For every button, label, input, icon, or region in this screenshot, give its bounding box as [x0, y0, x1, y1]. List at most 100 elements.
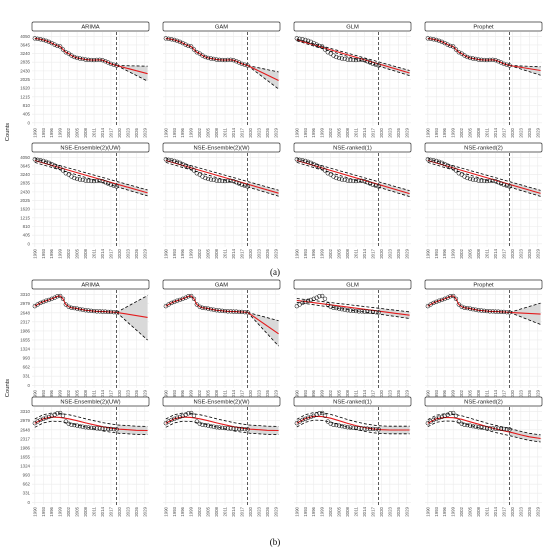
observed-point	[317, 294, 322, 299]
observed-point	[63, 171, 68, 176]
x-tick-label: 1996	[442, 248, 447, 258]
observed-point	[197, 421, 202, 426]
observed-point	[303, 299, 308, 304]
forecast-line	[247, 311, 279, 335]
y-tick-label: 1655	[20, 454, 30, 459]
x-tick-label: 2011	[485, 248, 490, 258]
x-tick-label: 1999	[189, 389, 194, 399]
observed-point	[339, 424, 345, 429]
x-tick-label: 2020	[248, 389, 253, 399]
observed-point	[205, 306, 211, 311]
observed-point	[373, 183, 378, 188]
observed-point	[200, 305, 205, 310]
observed-point	[225, 57, 230, 63]
observed-point	[166, 157, 171, 162]
observed-point	[428, 157, 433, 162]
observed-point	[94, 309, 99, 314]
x-tick-label: 2020	[117, 248, 122, 258]
observed-point	[436, 159, 442, 164]
observed-point	[74, 423, 80, 428]
observed-point	[180, 413, 185, 418]
observed-point	[89, 308, 94, 313]
observed-point	[490, 309, 495, 314]
x-tick-label: 2017	[108, 389, 113, 399]
x-tick-label: 2008	[83, 389, 88, 399]
observed-point	[345, 425, 350, 430]
observed-point	[105, 60, 111, 65]
observed-point	[356, 57, 361, 63]
x-tick-label: 2008	[345, 127, 350, 137]
observed-point	[434, 416, 439, 421]
observed-point	[496, 426, 501, 431]
panel-title: NSE-Ensemble(2)(W)	[193, 400, 249, 406]
x-tick-label: 2020	[379, 127, 384, 137]
x-tick-label: 1993	[303, 506, 308, 516]
observed-point	[473, 307, 478, 312]
x-tick-label: 1993	[434, 389, 439, 399]
x-tick-label: 2023	[387, 127, 392, 137]
x-tick-label: 2020	[510, 389, 515, 399]
observed-point	[328, 421, 333, 426]
observed-point	[183, 163, 188, 168]
fitted-line	[34, 159, 148, 194]
observed-point	[498, 60, 504, 65]
lower-bound-line	[247, 312, 279, 347]
observed-point	[220, 425, 225, 430]
y-tick-label: 2835	[20, 181, 30, 186]
x-tick-label: 2005	[337, 506, 342, 516]
panel-title-strip	[31, 396, 150, 407]
x-tick-label: 1990	[163, 248, 168, 258]
x-tick-label: 2014	[362, 389, 367, 399]
x-tick-label: 2026	[265, 506, 270, 516]
fitted-line	[34, 37, 117, 67]
y-tick-label: 1620	[20, 86, 30, 91]
x-tick-label: 1993	[303, 127, 308, 137]
observed-point	[484, 308, 490, 314]
x-tick-label: 1999	[189, 127, 194, 137]
observed-point	[496, 309, 501, 314]
observed-point	[294, 157, 299, 162]
y-tick-label: 2979	[20, 418, 30, 423]
observed-point	[35, 36, 40, 41]
x-tick-label: 2029	[404, 248, 409, 258]
observed-point	[359, 178, 364, 183]
x-tick-label: 2026	[134, 389, 139, 399]
x-tick-label: 1996	[442, 389, 447, 399]
upper-bound-line	[116, 65, 148, 67]
observed-point	[239, 61, 245, 66]
y-tick-label: 662	[23, 482, 31, 487]
observed-point	[41, 158, 46, 164]
y-tick-label: 810	[23, 224, 31, 229]
upper-bound-line	[427, 413, 541, 436]
x-tick-label: 1996	[311, 506, 316, 516]
observed-point	[370, 61, 376, 66]
observed-point	[482, 178, 487, 184]
observed-point	[83, 57, 88, 62]
observed-point	[467, 306, 473, 311]
x-tick-label: 1993	[434, 506, 439, 516]
x-tick-label: 2017	[370, 389, 375, 399]
x-tick-label: 1996	[49, 248, 54, 258]
observed-point	[442, 413, 447, 418]
observed-point	[203, 422, 208, 428]
observed-point	[465, 422, 470, 428]
x-tick-label: 2014	[231, 248, 236, 258]
observed-point	[487, 309, 492, 314]
observed-point	[476, 178, 481, 183]
plot-area	[294, 407, 411, 505]
panel-title: NSE-Ensemble(2)(UW)	[60, 146, 120, 152]
observed-point	[482, 57, 487, 63]
x-tick-label: 2026	[396, 248, 401, 258]
panel-title-strip	[31, 279, 150, 290]
x-tick-label: 2017	[239, 506, 244, 516]
observed-point	[365, 59, 370, 64]
observed-point	[353, 308, 359, 314]
x-tick-label: 2023	[518, 506, 523, 516]
fitted-line	[427, 416, 541, 440]
x-tick-label: 2011	[354, 248, 359, 258]
observed-point	[208, 307, 214, 312]
x-tick-label: 1990	[32, 506, 37, 516]
observed-point	[342, 307, 347, 312]
x-tick-label: 2026	[396, 389, 401, 399]
observed-point	[322, 413, 328, 418]
